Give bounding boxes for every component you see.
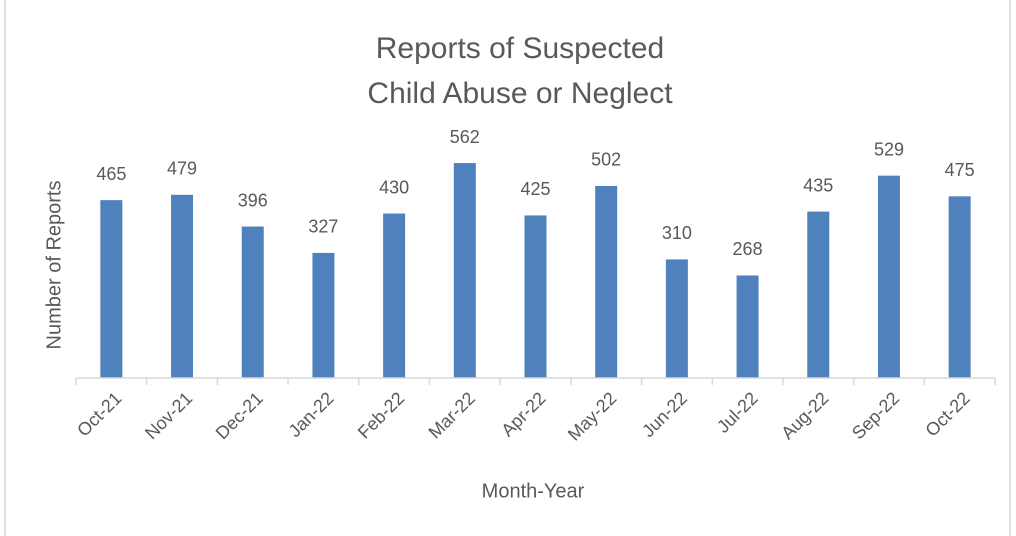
value-label: 465 — [96, 164, 126, 184]
value-label: 396 — [238, 190, 268, 210]
value-label: 529 — [874, 139, 904, 159]
value-label: 310 — [662, 223, 692, 243]
bar — [736, 275, 759, 378]
value-label: 475 — [945, 160, 975, 180]
bar — [948, 196, 971, 378]
value-label: 502 — [591, 150, 621, 170]
bar — [665, 259, 688, 378]
bar — [453, 163, 476, 378]
value-label: 435 — [803, 175, 833, 195]
bar — [383, 213, 406, 378]
chart-title: Reports of Suspected — [376, 32, 665, 65]
bar — [100, 200, 123, 378]
bar — [595, 185, 618, 378]
value-label: 479 — [167, 159, 197, 179]
bar — [241, 226, 264, 378]
y-axis-label: Number of Reports — [43, 181, 65, 350]
bar — [524, 215, 547, 378]
value-label: 430 — [379, 177, 409, 197]
chart-title: Child Abuse or Neglect — [367, 77, 673, 110]
bar — [807, 211, 830, 378]
value-label: 327 — [308, 217, 338, 237]
bar — [171, 194, 194, 378]
bar — [877, 175, 900, 378]
bar — [312, 252, 335, 378]
x-axis-label: Month-Year — [482, 480, 585, 502]
value-label: 268 — [733, 239, 763, 259]
value-label: 562 — [450, 127, 480, 147]
value-label: 425 — [520, 179, 550, 199]
